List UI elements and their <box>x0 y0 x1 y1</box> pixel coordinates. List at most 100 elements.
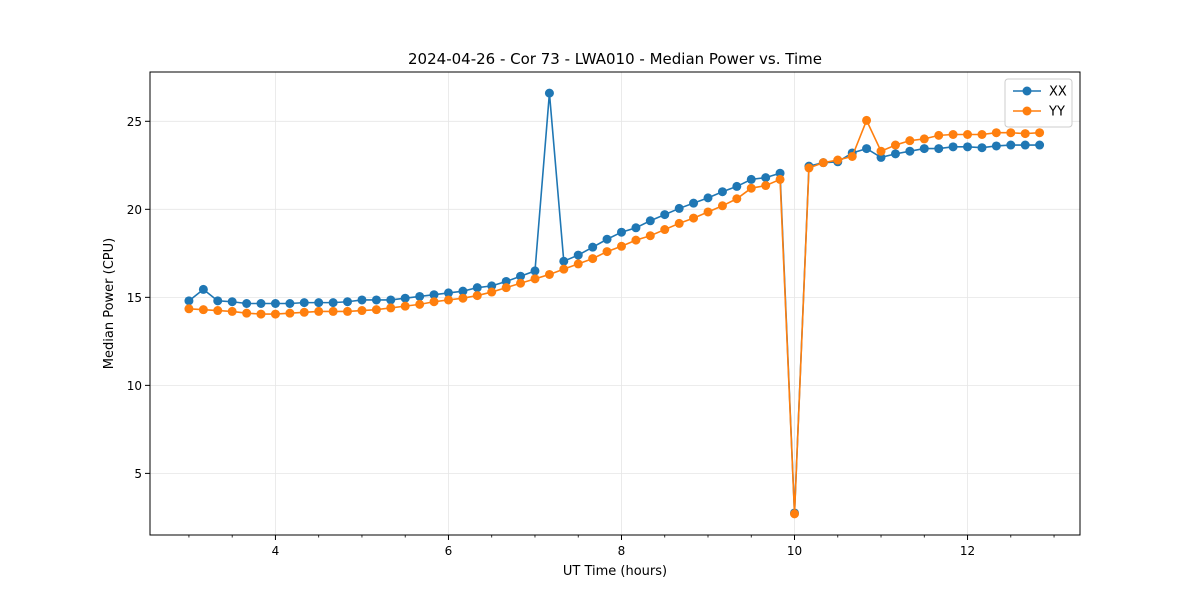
data-point-yy <box>919 134 929 144</box>
data-point-yy <box>501 283 511 293</box>
data-point-yy <box>270 309 280 319</box>
data-point-yy <box>198 305 208 315</box>
data-point-xx <box>530 266 540 276</box>
data-point-yy <box>631 235 641 245</box>
data-point-xx <box>458 286 468 296</box>
data-point-xx <box>588 242 598 252</box>
data-point-xx <box>775 168 785 178</box>
data-point-xx <box>559 256 569 266</box>
data-point-xx <box>934 144 944 154</box>
data-point-xx <box>876 152 886 162</box>
data-point-yy <box>516 278 526 288</box>
data-point-xx <box>616 227 626 237</box>
y-tick-label: 5 <box>134 467 142 481</box>
data-point-xx <box>429 290 439 300</box>
data-point-yy <box>890 140 900 150</box>
y-tick-label: 15 <box>127 291 142 305</box>
data-point-yy <box>833 155 843 165</box>
data-point-xx <box>703 193 713 203</box>
data-point-xx <box>270 299 280 308</box>
x-tick-label: 8 <box>618 544 626 558</box>
y-tick-label: 25 <box>127 115 142 129</box>
x-tick-label: 10 <box>787 544 802 558</box>
data-point-xx <box>544 88 554 98</box>
data-point-yy <box>386 303 396 313</box>
data-point-yy <box>876 146 886 156</box>
data-point-xx <box>357 295 367 305</box>
data-point-yy <box>862 115 872 125</box>
data-point-xx <box>674 203 684 213</box>
data-point-yy <box>400 301 410 311</box>
data-point-xx <box>443 288 453 298</box>
data-point-xx <box>184 296 194 306</box>
y-tick-label: 10 <box>127 379 142 393</box>
data-point-yy <box>328 306 338 316</box>
data-point-xx <box>689 198 699 208</box>
data-point-xx <box>1035 140 1045 150</box>
data-point-xx <box>746 174 756 184</box>
data-point-yy <box>991 128 1001 138</box>
data-point-yy <box>1035 128 1045 138</box>
data-point-xx <box>415 291 425 301</box>
data-point-yy <box>746 183 756 193</box>
x-axis-label: UT Time (hours) <box>563 564 667 579</box>
data-point-xx <box>256 299 266 308</box>
data-point-yy <box>775 174 785 184</box>
data-point-xx <box>963 142 973 152</box>
data-point-xx <box>602 234 612 244</box>
data-point-xx <box>732 181 742 191</box>
data-point-xx <box>472 283 482 293</box>
data-point-xx <box>371 295 381 305</box>
data-point-yy <box>948 129 958 139</box>
data-point-yy <box>732 194 742 204</box>
data-point-yy <box>314 306 324 316</box>
data-point-yy <box>934 130 944 140</box>
data-point-yy <box>544 269 554 279</box>
data-point-xx <box>631 223 641 233</box>
data-point-yy <box>616 241 626 251</box>
data-point-xx <box>314 298 324 308</box>
data-point-xx <box>400 293 410 303</box>
data-point-xx <box>516 271 526 281</box>
data-point-xx <box>227 297 237 307</box>
data-point-xx <box>299 298 309 308</box>
data-point-yy <box>689 213 699 223</box>
series-xx <box>184 88 1045 518</box>
data-point-xx <box>1020 140 1030 150</box>
data-point-yy <box>1020 129 1030 139</box>
data-point-yy <box>674 218 684 228</box>
data-point-xx <box>890 149 900 159</box>
data-point-yy <box>804 163 814 173</box>
legend-marker-yy <box>1022 106 1032 116</box>
data-point-yy <box>761 181 771 191</box>
legend: XX YY <box>1004 78 1073 128</box>
data-point-xx <box>905 146 915 156</box>
data-point-xx <box>285 299 295 308</box>
data-point-yy <box>905 136 915 146</box>
data-point-yy <box>472 291 482 301</box>
data-point-yy <box>256 309 266 319</box>
data-point-yy <box>573 259 583 269</box>
legend-label-xx: XX <box>1049 85 1067 100</box>
data-point-xx <box>386 295 396 305</box>
data-point-xx <box>761 173 771 183</box>
data-point-yy <box>443 295 453 305</box>
x-tick-label: 4 <box>272 544 280 558</box>
data-point-yy <box>242 308 252 318</box>
data-point-yy <box>530 274 540 284</box>
data-point-xx <box>717 187 727 197</box>
data-point-xx <box>645 216 655 226</box>
data-point-yy <box>790 509 800 519</box>
data-point-xx <box>862 144 872 154</box>
data-point-xx <box>501 276 511 286</box>
chart-title: 2024-04-26 - Cor 73 - LWA010 - Median Po… <box>408 50 822 68</box>
data-point-yy <box>660 225 670 235</box>
data-point-xx <box>991 141 1001 151</box>
data-point-yy <box>227 306 237 316</box>
legend-marker-xx <box>1022 86 1032 96</box>
data-point-yy <box>487 287 497 297</box>
data-point-yy <box>818 158 828 168</box>
data-point-xx <box>328 298 338 308</box>
